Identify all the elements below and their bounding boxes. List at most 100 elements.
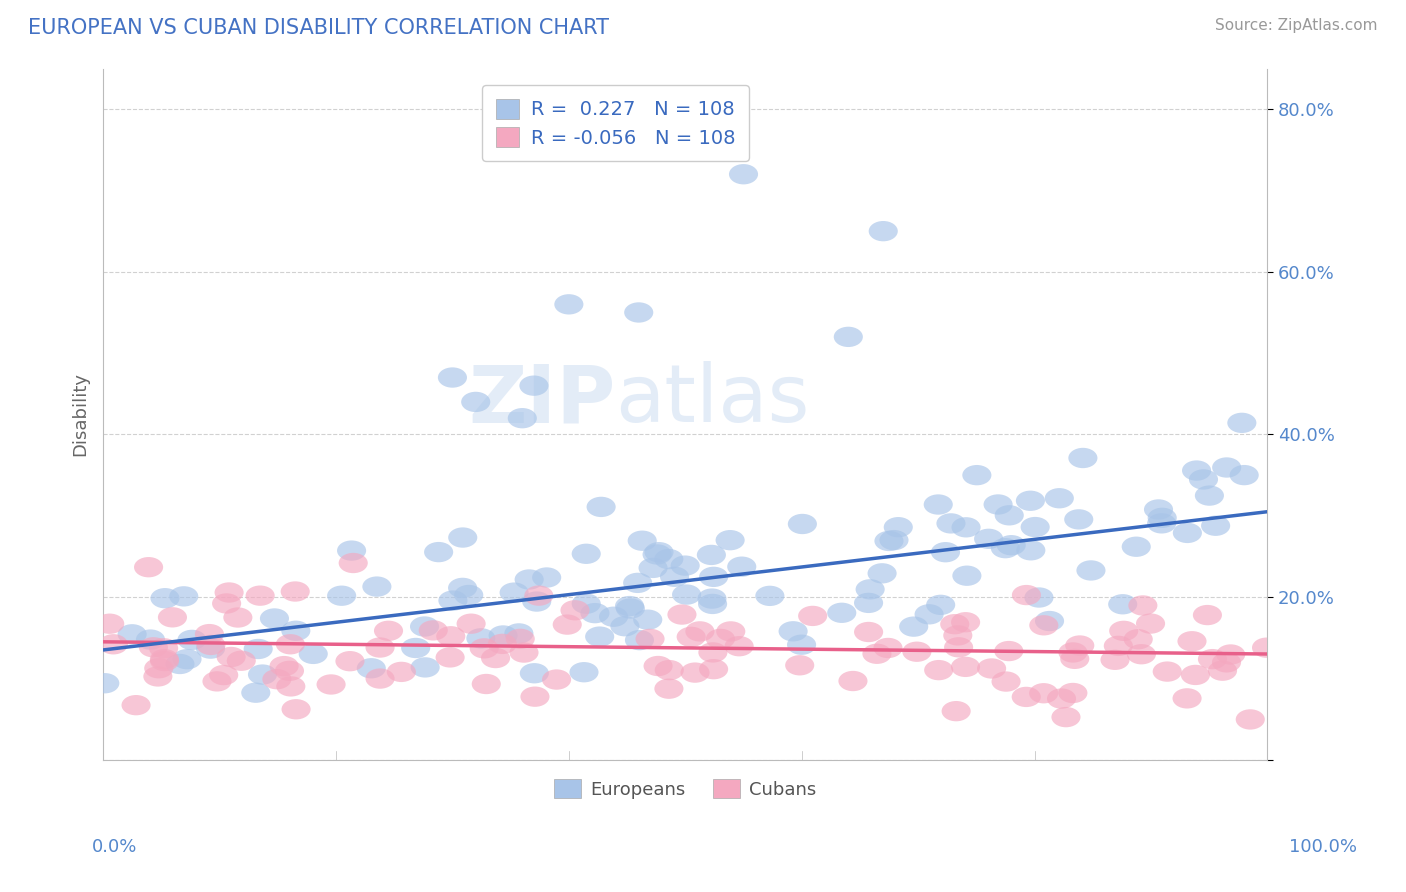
Ellipse shape: [1101, 649, 1129, 670]
Ellipse shape: [1144, 500, 1173, 520]
Ellipse shape: [1066, 635, 1094, 656]
Ellipse shape: [994, 505, 1024, 525]
Ellipse shape: [997, 535, 1026, 556]
Ellipse shape: [1177, 631, 1206, 651]
Ellipse shape: [505, 624, 533, 643]
Ellipse shape: [515, 569, 544, 590]
Ellipse shape: [599, 607, 628, 627]
Ellipse shape: [366, 668, 395, 689]
Ellipse shape: [1126, 644, 1156, 665]
Ellipse shape: [1182, 460, 1211, 481]
Ellipse shape: [942, 701, 970, 722]
Ellipse shape: [195, 639, 225, 659]
Ellipse shape: [655, 660, 683, 681]
Ellipse shape: [437, 368, 467, 388]
Ellipse shape: [1035, 611, 1064, 632]
Ellipse shape: [524, 585, 554, 606]
Ellipse shape: [853, 592, 883, 613]
Ellipse shape: [150, 588, 180, 608]
Ellipse shape: [561, 600, 589, 621]
Ellipse shape: [627, 531, 657, 551]
Ellipse shape: [853, 622, 883, 642]
Ellipse shape: [1104, 636, 1133, 656]
Ellipse shape: [242, 682, 270, 703]
Ellipse shape: [1153, 662, 1182, 681]
Ellipse shape: [586, 497, 616, 517]
Text: 0.0%: 0.0%: [91, 838, 136, 856]
Ellipse shape: [581, 603, 609, 624]
Ellipse shape: [471, 673, 501, 694]
Ellipse shape: [411, 616, 439, 637]
Ellipse shape: [936, 513, 966, 533]
Ellipse shape: [520, 663, 548, 683]
Ellipse shape: [197, 635, 225, 655]
Ellipse shape: [654, 549, 683, 569]
Ellipse shape: [281, 699, 311, 720]
Ellipse shape: [879, 530, 908, 550]
Ellipse shape: [1017, 541, 1046, 560]
Ellipse shape: [779, 621, 807, 641]
Ellipse shape: [1012, 585, 1040, 606]
Ellipse shape: [643, 544, 672, 565]
Ellipse shape: [572, 593, 600, 614]
Ellipse shape: [785, 655, 814, 675]
Ellipse shape: [875, 531, 904, 551]
Ellipse shape: [950, 612, 980, 632]
Ellipse shape: [522, 591, 551, 612]
Ellipse shape: [1198, 649, 1227, 669]
Ellipse shape: [1192, 605, 1222, 625]
Ellipse shape: [374, 621, 404, 641]
Ellipse shape: [974, 529, 1002, 549]
Ellipse shape: [572, 543, 600, 564]
Ellipse shape: [952, 517, 980, 538]
Ellipse shape: [195, 624, 224, 644]
Ellipse shape: [1230, 465, 1258, 485]
Ellipse shape: [638, 558, 668, 578]
Ellipse shape: [134, 557, 163, 577]
Ellipse shape: [977, 658, 1007, 679]
Ellipse shape: [425, 542, 453, 562]
Ellipse shape: [706, 629, 735, 649]
Ellipse shape: [676, 627, 706, 647]
Ellipse shape: [827, 603, 856, 623]
Ellipse shape: [366, 638, 395, 657]
Ellipse shape: [1109, 621, 1139, 641]
Ellipse shape: [952, 566, 981, 586]
Ellipse shape: [436, 626, 465, 647]
Ellipse shape: [699, 659, 728, 680]
Ellipse shape: [177, 630, 207, 650]
Ellipse shape: [856, 579, 884, 599]
Ellipse shape: [755, 586, 785, 606]
Ellipse shape: [1052, 707, 1081, 727]
Ellipse shape: [337, 541, 366, 561]
Ellipse shape: [531, 567, 561, 588]
Ellipse shape: [247, 665, 277, 685]
Ellipse shape: [336, 651, 364, 672]
Ellipse shape: [260, 608, 290, 629]
Ellipse shape: [121, 695, 150, 715]
Ellipse shape: [1195, 485, 1225, 506]
Ellipse shape: [357, 658, 385, 679]
Text: Source: ZipAtlas.com: Source: ZipAtlas.com: [1215, 18, 1378, 33]
Ellipse shape: [984, 494, 1012, 515]
Ellipse shape: [436, 648, 464, 667]
Ellipse shape: [728, 164, 758, 185]
Ellipse shape: [543, 669, 571, 690]
Ellipse shape: [145, 658, 173, 679]
Ellipse shape: [387, 662, 416, 682]
Ellipse shape: [624, 302, 654, 323]
Ellipse shape: [481, 648, 510, 668]
Ellipse shape: [1122, 537, 1150, 557]
Ellipse shape: [1123, 629, 1153, 649]
Ellipse shape: [1173, 689, 1202, 708]
Ellipse shape: [1059, 642, 1087, 663]
Ellipse shape: [727, 557, 756, 577]
Ellipse shape: [1060, 648, 1090, 669]
Ellipse shape: [1181, 665, 1211, 685]
Ellipse shape: [914, 604, 943, 624]
Ellipse shape: [281, 582, 309, 602]
Ellipse shape: [508, 408, 537, 428]
Ellipse shape: [419, 620, 447, 640]
Ellipse shape: [215, 582, 243, 603]
Ellipse shape: [873, 638, 903, 658]
